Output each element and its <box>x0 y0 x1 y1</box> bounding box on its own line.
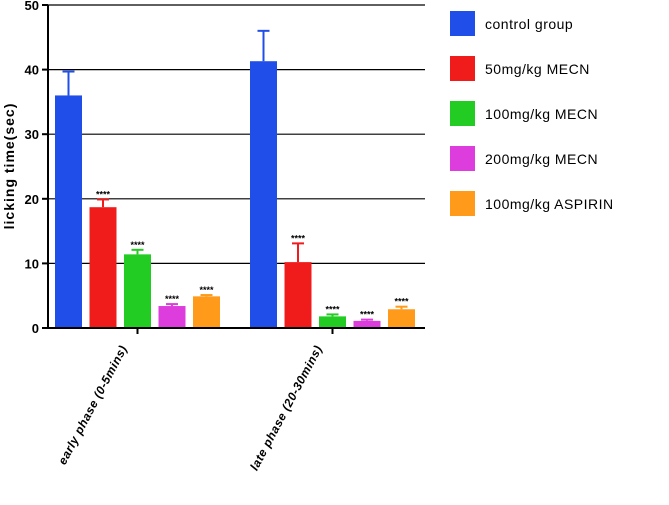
bar-0-0 <box>55 95 82 328</box>
bar-1-0 <box>89 207 117 328</box>
y-tick-label-3: 30 <box>25 127 39 142</box>
significance-label-4-0: **** <box>199 285 214 295</box>
category-label-1: late phase (20-30mins) <box>247 343 325 473</box>
bar-4-1 <box>388 309 415 328</box>
legend-label-3: 200mg/kg MECN <box>485 151 598 167</box>
y-tick-label-1: 10 <box>25 256 39 271</box>
bar-2-1 <box>319 316 346 328</box>
bar-2-0 <box>124 254 151 328</box>
error-bars <box>62 29 408 321</box>
legend: control group 50mg/kg MECN 100mg/kg MECN 20… <box>450 11 614 216</box>
y-tick-labels: 0 10 20 30 40 50 <box>25 0 39 336</box>
legend-swatch-1 <box>450 56 475 81</box>
bar-3-1 <box>353 320 381 328</box>
significance-label-3-1: **** <box>360 310 375 320</box>
bars <box>55 61 415 329</box>
bar-1-1 <box>284 262 312 328</box>
legend-label-1: 50mg/kg MECN <box>485 61 590 77</box>
y-tick-label-4: 40 <box>25 63 39 78</box>
bar-4-0 <box>193 296 220 328</box>
legend-swatch-0 <box>450 11 475 36</box>
y-axis-title: licking time(sec) <box>1 103 17 230</box>
y-tick-label-0: 0 <box>32 321 39 336</box>
significance-labels: **** **** **** **** **** **** **** **** <box>96 189 409 319</box>
significance-label-2-1: **** <box>325 304 340 314</box>
legend-label-0: control group <box>485 16 573 32</box>
significance-label-4-1: **** <box>394 297 409 307</box>
y-tick-label-5: 50 <box>25 0 39 13</box>
significance-label-2-0: **** <box>130 240 145 250</box>
bar-0-1 <box>250 61 277 329</box>
axes <box>42 4 425 334</box>
category-label-0: early phase (0-5mins) <box>55 343 130 467</box>
y-tick-label-2: 20 <box>25 192 39 207</box>
legend-label-4: 100mg/kg ASPIRIN <box>485 196 614 212</box>
category-labels: early phase (0-5mins) late phase (20-30mi… <box>55 343 325 473</box>
significance-label-1-1: **** <box>291 233 306 243</box>
bar-3-0 <box>158 306 186 328</box>
legend-swatch-3 <box>450 146 475 171</box>
significance-label-3-0: **** <box>165 294 180 304</box>
significance-label-1-0: **** <box>96 189 111 199</box>
legend-swatch-2 <box>450 101 475 126</box>
legend-label-2: 100mg/kg MECN <box>485 106 598 122</box>
legend-swatch-4 <box>450 191 475 216</box>
gridlines <box>48 4 425 264</box>
